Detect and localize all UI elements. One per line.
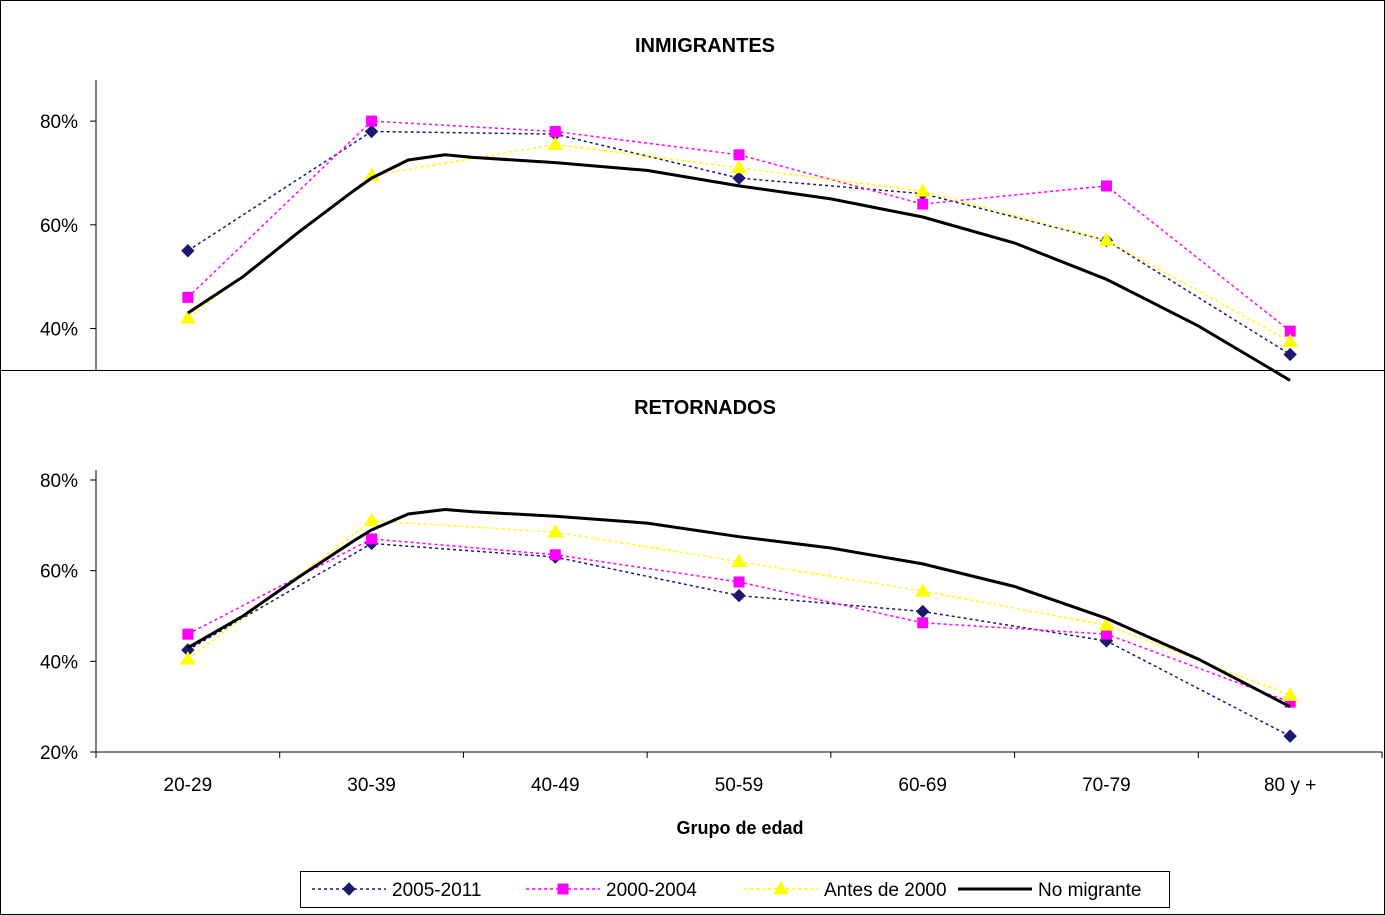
plot-panel-retornados: 20% 40% 60% 80% 20-29 30-39 40-49 50-59 60-69 70-…: [40, 470, 1383, 796]
legend-swatch-marker: [557, 883, 569, 895]
series-2000-2004: [182, 115, 1296, 337]
data-point-antes-de-2000: [731, 553, 747, 568]
data-point-antes-de-2000: [1098, 232, 1115, 246]
y-tick-label: 80%: [40, 471, 78, 492]
data-point-2005-2011: [364, 124, 379, 139]
x-tick-label: 20-29: [164, 775, 213, 796]
series-2000-2004: [182, 533, 1296, 708]
series-2005-2011: [181, 536, 1297, 743]
y-tick-label: 60%: [40, 216, 78, 237]
legend-entry-2000-2004: 2000-2004: [526, 880, 697, 901]
legend: 2005-2011 2000-2004 Antes de 2000 No migran…: [300, 871, 1170, 908]
data-point-2005-2011: [181, 244, 195, 258]
legend-swatch-marker: [773, 881, 789, 895]
legend-label: 2005-2011: [392, 880, 481, 901]
plot-panel-inmigrantes: 40% 60% 80%: [40, 80, 1299, 382]
y-tick-label: 40%: [40, 320, 78, 341]
data-point-2000-2004: [549, 125, 561, 137]
data-point-2000-2004: [1100, 628, 1112, 640]
data-point-2000-2004: [366, 115, 378, 127]
data-point-antes-de-2000: [179, 310, 196, 324]
data-point-antes-de-2000: [1282, 687, 1299, 701]
data-point-2000-2004: [549, 549, 561, 561]
data-point-2000-2004: [733, 576, 745, 588]
data-point-antes-de-2000: [914, 183, 931, 197]
x-axis-label: Grupo de edad: [676, 818, 803, 838]
data-point-2000-2004: [182, 628, 194, 640]
data-point-antes-de-2000: [179, 651, 196, 665]
legend-entry-no-migrante: No migrante: [958, 880, 1142, 901]
legend-label: No migrante: [1038, 880, 1142, 901]
data-point-antes-de-2000: [547, 136, 564, 150]
data-point-2000-2004: [733, 149, 745, 161]
series-antes-de-2000: [179, 512, 1299, 701]
series-antes-de-2000: [179, 136, 1299, 347]
data-point-antes-de-2000: [363, 512, 380, 527]
legend-entry-2005-2011: 2005-2011: [312, 880, 481, 901]
legend-swatch-marker: [342, 882, 356, 896]
data-point-2005-2011: [1283, 729, 1297, 743]
y-tick-label: 60%: [40, 562, 78, 583]
data-point-antes-de-2000: [547, 524, 564, 538]
data-point-antes-de-2000: [1098, 617, 1115, 631]
series-line-2005-2011: [187, 542, 1291, 737]
series-no-migrante: [187, 153, 1291, 382]
y-tick-label: 80%: [40, 112, 78, 133]
data-point-2000-2004: [917, 198, 929, 210]
panel-title-inmigrantes: INMIGRANTES: [635, 35, 775, 57]
data-point-antes-de-2000: [1282, 333, 1299, 347]
data-point-2005-2011: [732, 171, 746, 185]
legend-label: 2000-2004: [606, 880, 697, 901]
data-point-antes-de-2000: [914, 583, 931, 597]
series-no-migrante: [187, 507, 1291, 709]
data-point-2005-2011: [732, 588, 746, 603]
x-tick-label: 50-59: [715, 775, 764, 796]
x-tick-label: 40-49: [531, 775, 580, 796]
panel-title-retornados: RETORNADOS: [634, 397, 776, 419]
data-point-2000-2004: [1100, 180, 1112, 192]
x-tick-label: 80 y +: [1264, 775, 1316, 796]
data-point-2005-2011: [1283, 347, 1297, 362]
series-line-no-migrante: [187, 507, 1291, 709]
x-tick-label: 70-79: [1082, 775, 1131, 796]
data-point-2000-2004: [917, 617, 929, 629]
legend-label: Antes de 2000: [824, 880, 947, 901]
data-point-antes-de-2000: [731, 159, 747, 174]
legend-entry-antes-de-2000: Antes de 2000: [744, 880, 947, 901]
x-tick-label: 60-69: [898, 775, 947, 796]
series-line-no-migrante: [187, 153, 1291, 382]
data-point-2005-2011: [916, 604, 930, 619]
x-tick-label: 30-39: [347, 775, 396, 796]
series-line-antes-de-2000: [187, 520, 1291, 697]
data-point-2000-2004: [366, 533, 378, 545]
y-tick-label: 40%: [40, 652, 78, 673]
data-point-2000-2004: [182, 291, 194, 303]
y-tick-label: 20%: [40, 743, 78, 764]
